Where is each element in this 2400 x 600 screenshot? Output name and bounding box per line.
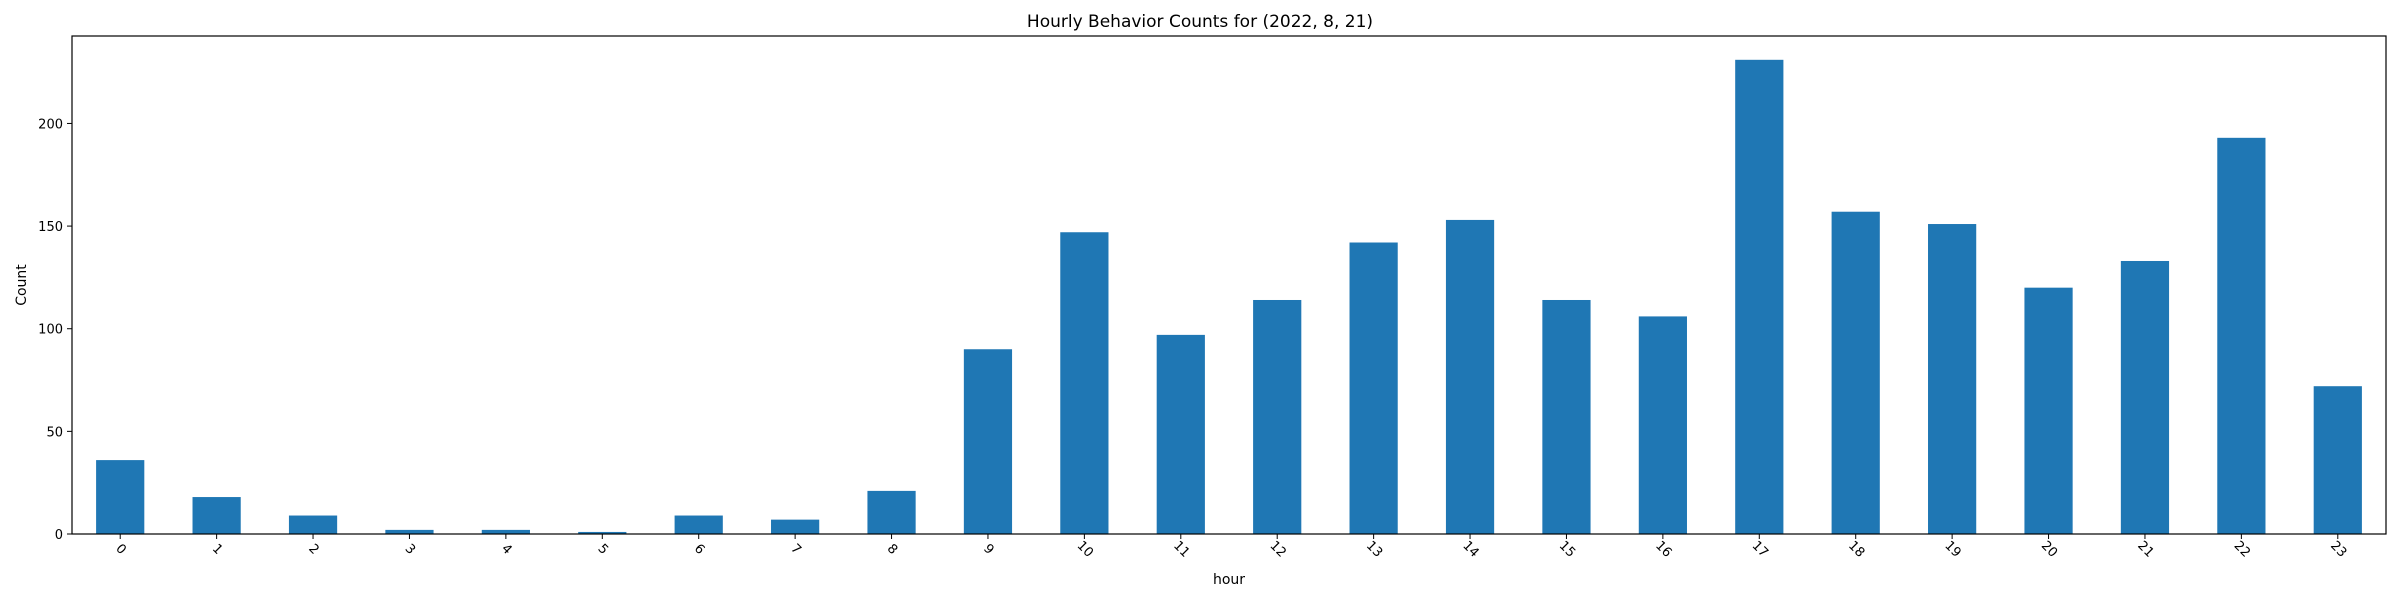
bar-11 xyxy=(1156,334,1205,534)
x-tick-label: 19 xyxy=(1941,538,1963,560)
x-tick-label: 10 xyxy=(1074,538,1096,560)
x-tick-label: 7 xyxy=(787,541,803,557)
x-tick-label: 21 xyxy=(2134,538,2156,560)
x-axis-label: hour xyxy=(1213,572,1245,588)
bar-6 xyxy=(674,515,723,534)
bar-19 xyxy=(1928,224,1977,534)
plot-frame xyxy=(71,35,2387,535)
bar-22 xyxy=(2217,137,2266,534)
x-tick-label: 6 xyxy=(691,541,707,557)
x-tick-label: 20 xyxy=(2038,538,2060,560)
bar-13 xyxy=(1349,242,1398,534)
y-axis-label: Count xyxy=(14,264,30,306)
x-tick-label: 13 xyxy=(1363,538,1385,560)
bar-14 xyxy=(1445,219,1495,534)
x-tick-label: 16 xyxy=(1652,538,1674,560)
x-tick-label: 2 xyxy=(305,541,321,557)
y-tick-label: 50 xyxy=(46,425,63,440)
x-tick-label: 8 xyxy=(884,541,900,557)
bar-15 xyxy=(1542,299,1591,534)
y-tick-label: 0 xyxy=(55,528,63,543)
bar-9 xyxy=(963,349,1013,534)
y-tick-label: 150 xyxy=(38,220,63,235)
x-ticks-group: 0 1 2 3 4 5 6 7 8 9 10 11 12 13 14 15 16 17 18 19 20 21 22 23 xyxy=(112,534,2349,561)
x-tick-label: 5 xyxy=(595,541,611,557)
chart-title: Hourly Behavior Counts for (2022, 8, 21) xyxy=(1027,12,1373,32)
x-tick-label: 18 xyxy=(1845,538,1867,560)
bar-3 xyxy=(385,529,434,534)
x-tick-label: 17 xyxy=(1749,538,1771,560)
x-tick-label: 9 xyxy=(980,541,996,557)
bar-18 xyxy=(1831,211,1880,534)
bar-7 xyxy=(771,519,820,534)
x-tick-label: 4 xyxy=(498,541,514,557)
x-tick-label: 12 xyxy=(1267,538,1289,560)
x-tick-label: 0 xyxy=(112,541,128,557)
bar-10 xyxy=(1060,232,1109,535)
bar-17 xyxy=(1735,59,1784,535)
x-tick-label: 14 xyxy=(1459,538,1481,560)
x-tick-label: 3 xyxy=(402,541,418,557)
bar-16 xyxy=(1638,316,1687,534)
x-tick-label: 15 xyxy=(1556,538,1578,560)
bar-4 xyxy=(481,529,530,534)
bar-0 xyxy=(96,460,145,534)
y-tick-label: 200 xyxy=(38,117,63,132)
bar-2 xyxy=(288,515,338,534)
y-tick-label: 100 xyxy=(38,323,63,338)
bar-8 xyxy=(867,490,916,534)
bar-1 xyxy=(192,497,241,534)
bar-12 xyxy=(1253,299,1302,534)
x-tick-label: 11 xyxy=(1170,538,1192,560)
x-tick-label: 22 xyxy=(2231,538,2253,560)
x-tick-label: 1 xyxy=(209,541,225,557)
bar-5 xyxy=(578,531,627,534)
bar-23 xyxy=(2313,386,2362,534)
bars-group xyxy=(96,59,2362,535)
bar-21 xyxy=(2120,260,2170,534)
x-tick-label: 23 xyxy=(2327,538,2349,560)
y-ticks-group: 0 50 100 150 200 xyxy=(38,117,72,543)
bar-20 xyxy=(2024,287,2073,534)
